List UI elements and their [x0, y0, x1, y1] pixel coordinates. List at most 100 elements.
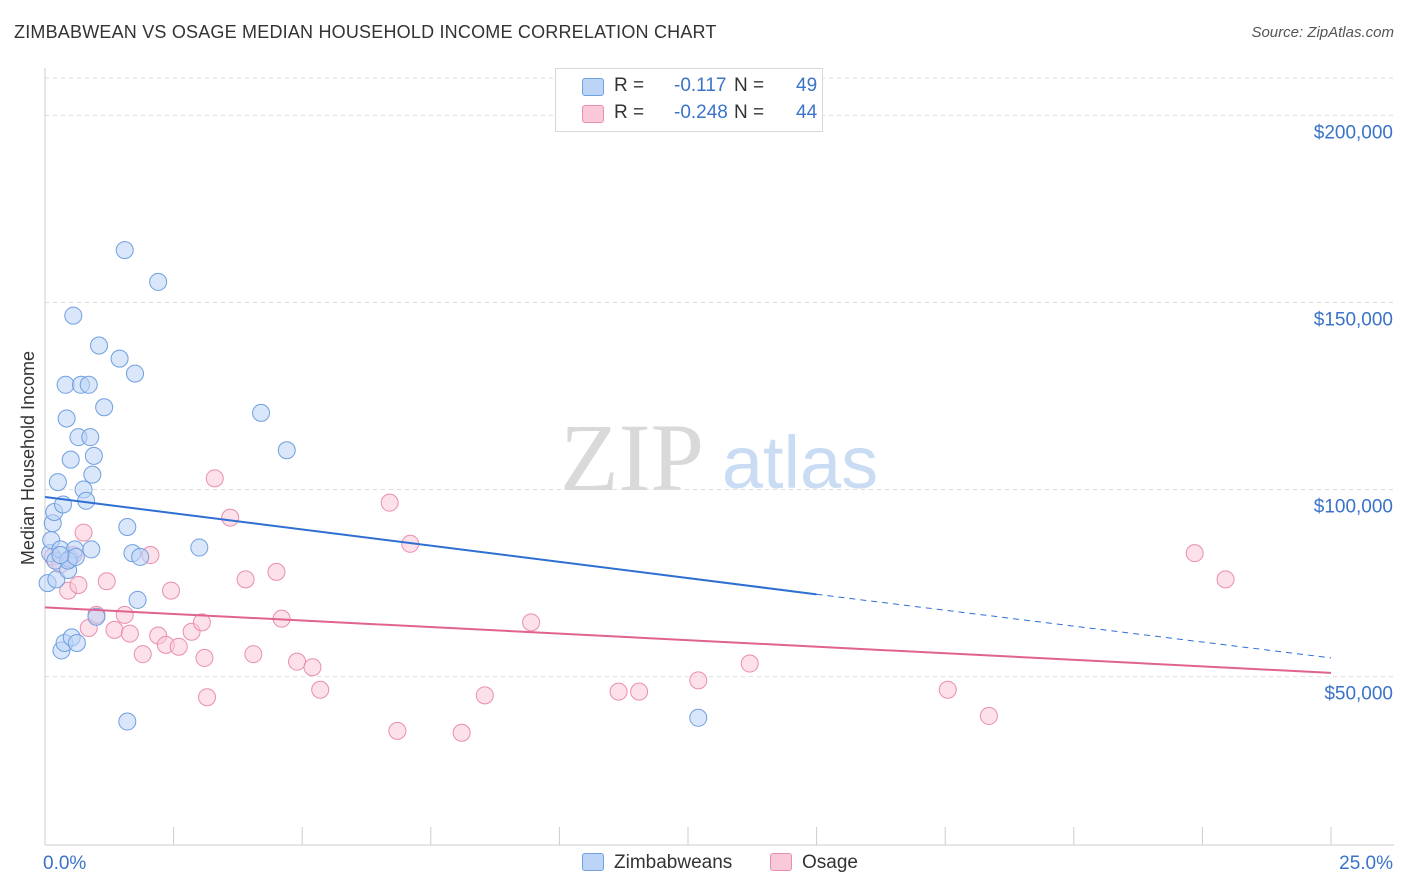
- osage-point: [192, 613, 211, 632]
- legend-r-value: -0.248: [674, 102, 728, 123]
- zimbabweans-point: [118, 517, 137, 536]
- zimbabweans-point: [79, 375, 98, 394]
- chart-title: ZIMBABWEAN VS OSAGE MEDIAN HOUSEHOLD INC…: [14, 22, 717, 42]
- zimbabweans-point: [90, 336, 109, 355]
- osage-point: [452, 723, 471, 742]
- zimbabweans-point: [48, 473, 67, 492]
- osage-point: [1185, 544, 1204, 563]
- zimbabweans-point: [51, 546, 70, 565]
- legend-r-value: -0.117: [674, 75, 727, 96]
- zimbabweans-trend-extension: [816, 593, 1332, 659]
- zimbabweans-point: [689, 708, 708, 727]
- trend-lines: [44, 496, 1332, 674]
- zimbabweans-point: [126, 364, 145, 383]
- osage-point: [380, 493, 399, 512]
- osage-point: [74, 523, 93, 542]
- zimbabweans-point: [252, 403, 271, 422]
- zimbabweans-point: [115, 241, 134, 260]
- bottom-legend-swatch-pink: [770, 853, 792, 871]
- y-tick-label: $50,000: [1324, 684, 1393, 705]
- zimbabweans-point: [82, 540, 101, 559]
- stats-legend: R = -0.117 N = 49 R = -0.248 N = 44: [555, 68, 823, 132]
- zimbabweans-point: [131, 547, 150, 566]
- osage-point: [1216, 570, 1235, 589]
- x-tick-label: 25.0%: [1339, 853, 1393, 874]
- osage-trend-line: [44, 606, 1332, 674]
- osage-point: [236, 570, 255, 589]
- osage-point: [133, 645, 152, 664]
- osage-point: [609, 682, 628, 701]
- osage-point: [288, 652, 307, 671]
- zimbabweans-point: [277, 441, 296, 460]
- y-tick-label: $200,000: [1314, 122, 1393, 143]
- bottom-legend-swatch-blue: [582, 853, 604, 871]
- zimbabweans-point: [84, 446, 103, 465]
- y-tick-label: $150,000: [1314, 309, 1393, 330]
- axes: [44, 68, 1394, 846]
- watermark-atlas: atlas: [722, 421, 878, 504]
- osage-point: [221, 508, 240, 527]
- legend-n-label: N =: [734, 102, 765, 123]
- source-label: Source: ZipAtlas.com: [1251, 24, 1394, 41]
- y-tick-labels: $50,000 $100,000 $150,000 $200,000: [1314, 122, 1393, 704]
- osage-point: [979, 706, 998, 725]
- zimbabweans-point: [149, 272, 168, 291]
- osage-point: [120, 624, 139, 643]
- x-tick-labels: 0.0% 25.0%: [43, 853, 1393, 874]
- osage-point: [388, 721, 407, 740]
- zimbabweans-point: [128, 590, 147, 609]
- zimbabweans-point: [56, 375, 75, 394]
- osage-point: [105, 620, 124, 639]
- zimbabweans-point: [190, 538, 209, 557]
- osage-point: [630, 682, 649, 701]
- zimbabweans-point: [83, 465, 102, 484]
- legend-swatch-pink: [582, 105, 604, 123]
- zimbabweans-point: [61, 450, 80, 469]
- y-tick-label: $100,000: [1314, 497, 1393, 518]
- osage-point: [689, 671, 708, 690]
- zimbabweans-point: [57, 409, 76, 428]
- x-tick-label: 0.0%: [43, 853, 86, 874]
- watermark: ZIP atlas: [560, 404, 878, 511]
- osage-point: [522, 613, 541, 632]
- legend-r-label: R =: [614, 102, 645, 123]
- legend-n-value: 49: [796, 75, 818, 96]
- series-zimbabweans-points: [38, 241, 708, 731]
- legend-swatch-blue: [582, 78, 604, 96]
- zimbabweans-trend-line: [44, 496, 817, 596]
- osage-point: [162, 581, 181, 600]
- legend-r-label: R =: [614, 75, 645, 96]
- legend-n-label: N =: [734, 75, 765, 96]
- osage-point: [740, 654, 759, 673]
- osage-point: [115, 605, 134, 624]
- osage-point: [97, 572, 116, 591]
- zimbabweans-point: [66, 547, 85, 566]
- zimbabweans-point: [47, 570, 66, 589]
- zimbabweans-point: [81, 428, 100, 447]
- zimbabweans-point: [118, 712, 137, 731]
- y-axis-label: Median Household Income: [18, 351, 38, 565]
- osage-point: [244, 645, 263, 664]
- series-osage-points: [43, 469, 1235, 742]
- osage-point: [69, 575, 88, 594]
- osage-point: [195, 648, 214, 667]
- osage-point: [198, 688, 217, 707]
- bottom-legend: Zimbabweans Osage: [0, 852, 1406, 876]
- osage-point: [938, 680, 957, 699]
- osage-point: [169, 637, 188, 656]
- osage-point: [303, 658, 322, 677]
- zimbabweans-point: [67, 633, 86, 652]
- osage-point: [475, 686, 494, 705]
- bottom-legend-label: Zimbabweans: [614, 852, 733, 873]
- osage-point: [267, 562, 286, 581]
- osage-point: [311, 680, 330, 699]
- zimbabweans-point: [64, 306, 83, 325]
- bottom-legend-label: Osage: [802, 852, 858, 873]
- osage-point: [205, 469, 224, 488]
- zimbabweans-point: [95, 398, 114, 417]
- watermark-zip: ZIP: [560, 404, 704, 511]
- zimbabweans-point: [87, 607, 106, 626]
- zimbabweans-point: [110, 349, 129, 368]
- legend-n-value: 44: [796, 102, 818, 123]
